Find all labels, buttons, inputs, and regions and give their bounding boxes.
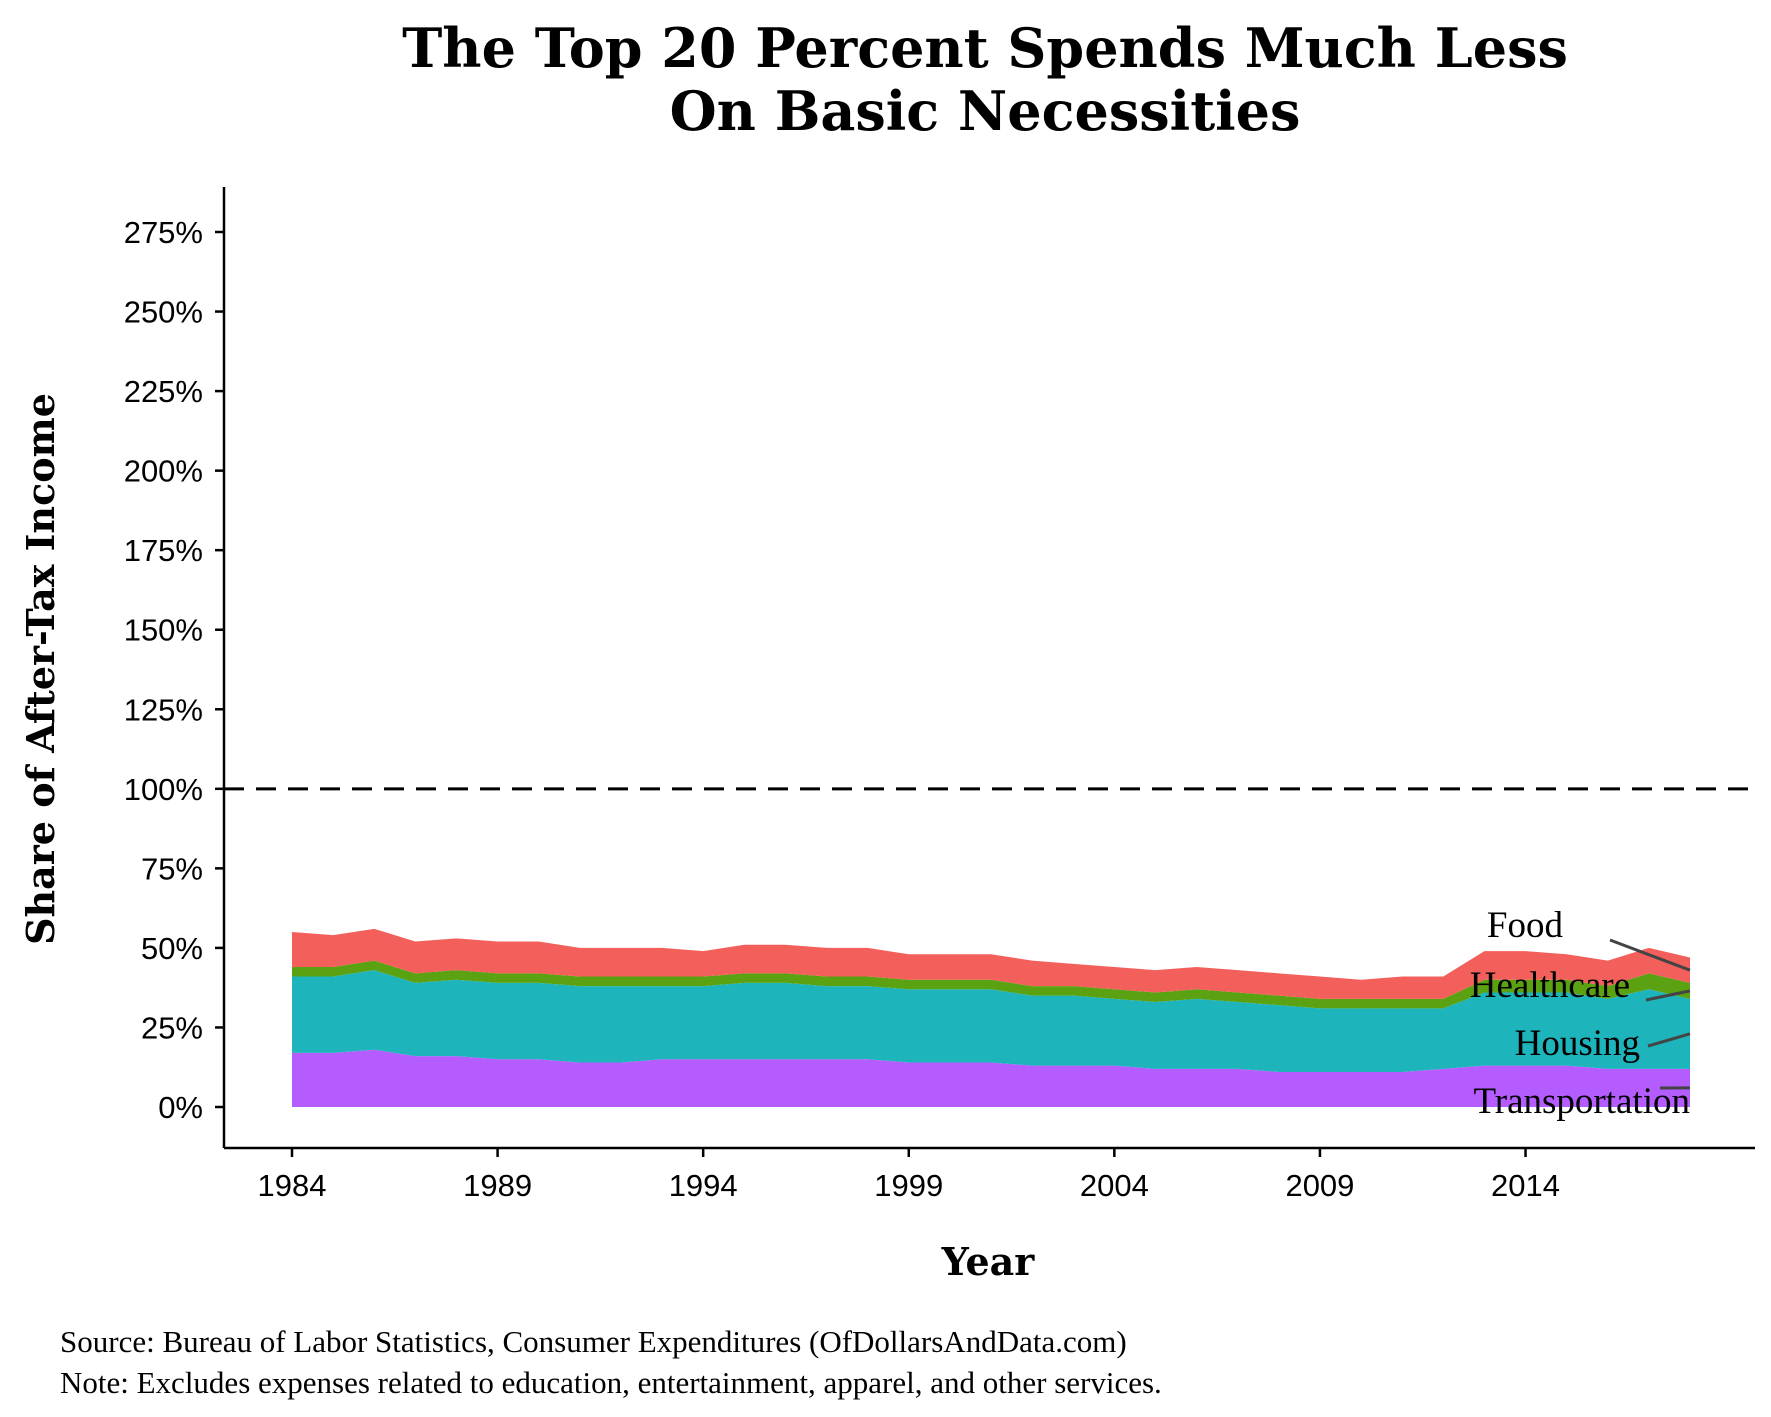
stacked-areas xyxy=(292,928,1690,1107)
y-tick-label: 0% xyxy=(158,1090,203,1125)
y-tick-label: 150% xyxy=(124,613,203,648)
y-tick-label: 75% xyxy=(141,851,203,886)
y-tick-label: 225% xyxy=(124,374,203,409)
leader-line-food xyxy=(1609,938,1691,972)
source-caption: Source: Bureau of Labor Statistics, Cons… xyxy=(60,1324,1127,1359)
y-tick-label: 275% xyxy=(124,215,203,250)
area-transportation xyxy=(292,1049,1690,1107)
note-caption: Note: Excludes expenses related to educa… xyxy=(60,1365,1162,1400)
x-tick-label: 1984 xyxy=(258,1168,327,1203)
y-tick-label: 250% xyxy=(124,295,203,330)
x-axis-title: Year xyxy=(941,1239,1036,1284)
y-tick-label: 200% xyxy=(124,454,203,489)
x-tick-label: 2014 xyxy=(1491,1168,1560,1203)
area-housing xyxy=(292,970,1690,1072)
y-tick-label: 50% xyxy=(141,931,203,966)
x-tick-label: 1989 xyxy=(463,1168,532,1203)
chart-title-line-2: On Basic Necessities xyxy=(670,79,1301,143)
x-tick-label: 1994 xyxy=(669,1168,738,1203)
series-labels: Food Healthcare Housing Transportation xyxy=(1470,905,1691,1122)
series-label-food: Food xyxy=(1487,905,1564,946)
chart-title-line-1: The Top 20 Percent Spends Much Less xyxy=(402,16,1568,80)
y-tick-label: 125% xyxy=(124,692,203,727)
x-tick-label: 2004 xyxy=(1080,1168,1149,1203)
y-axis-title: Share of After-Tax Income xyxy=(18,393,63,945)
y-tick-label: 175% xyxy=(124,533,203,568)
y-axis-ticks: 0% 25% 50% 75% 100% 125% 150% 175% 200% 225% 250% 2… xyxy=(124,215,224,1125)
x-axis-ticks: 1984 1989 1994 1999 2004 2009 2014 xyxy=(258,1148,1560,1203)
area-healthcare xyxy=(292,960,1690,1009)
area-food xyxy=(292,928,1690,999)
leader-line-housing xyxy=(1647,1032,1691,1048)
series-label-transportation: Transportation xyxy=(1473,1081,1690,1122)
y-tick-label: 25% xyxy=(141,1010,203,1045)
series-label-housing: Housing xyxy=(1515,1023,1640,1064)
x-tick-label: 2009 xyxy=(1285,1168,1354,1203)
series-label-healthcare: Healthcare xyxy=(1470,965,1630,1006)
y-tick-label: 100% xyxy=(124,772,203,807)
x-tick-label: 1999 xyxy=(874,1168,943,1203)
leader-line-healthcare xyxy=(1645,989,1691,1002)
